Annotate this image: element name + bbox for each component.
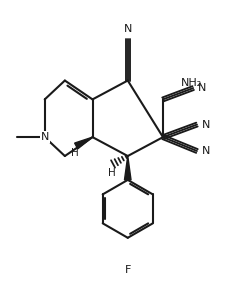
- Text: F: F: [124, 266, 131, 275]
- Text: N: N: [201, 119, 209, 130]
- Text: N: N: [197, 83, 205, 93]
- Text: N: N: [40, 132, 49, 142]
- Polygon shape: [74, 137, 92, 149]
- Text: NH₂: NH₂: [180, 78, 201, 88]
- Text: N: N: [201, 146, 209, 156]
- Polygon shape: [124, 156, 131, 180]
- Text: H: H: [107, 168, 115, 178]
- Text: N: N: [123, 25, 132, 34]
- Text: H: H: [71, 149, 78, 158]
